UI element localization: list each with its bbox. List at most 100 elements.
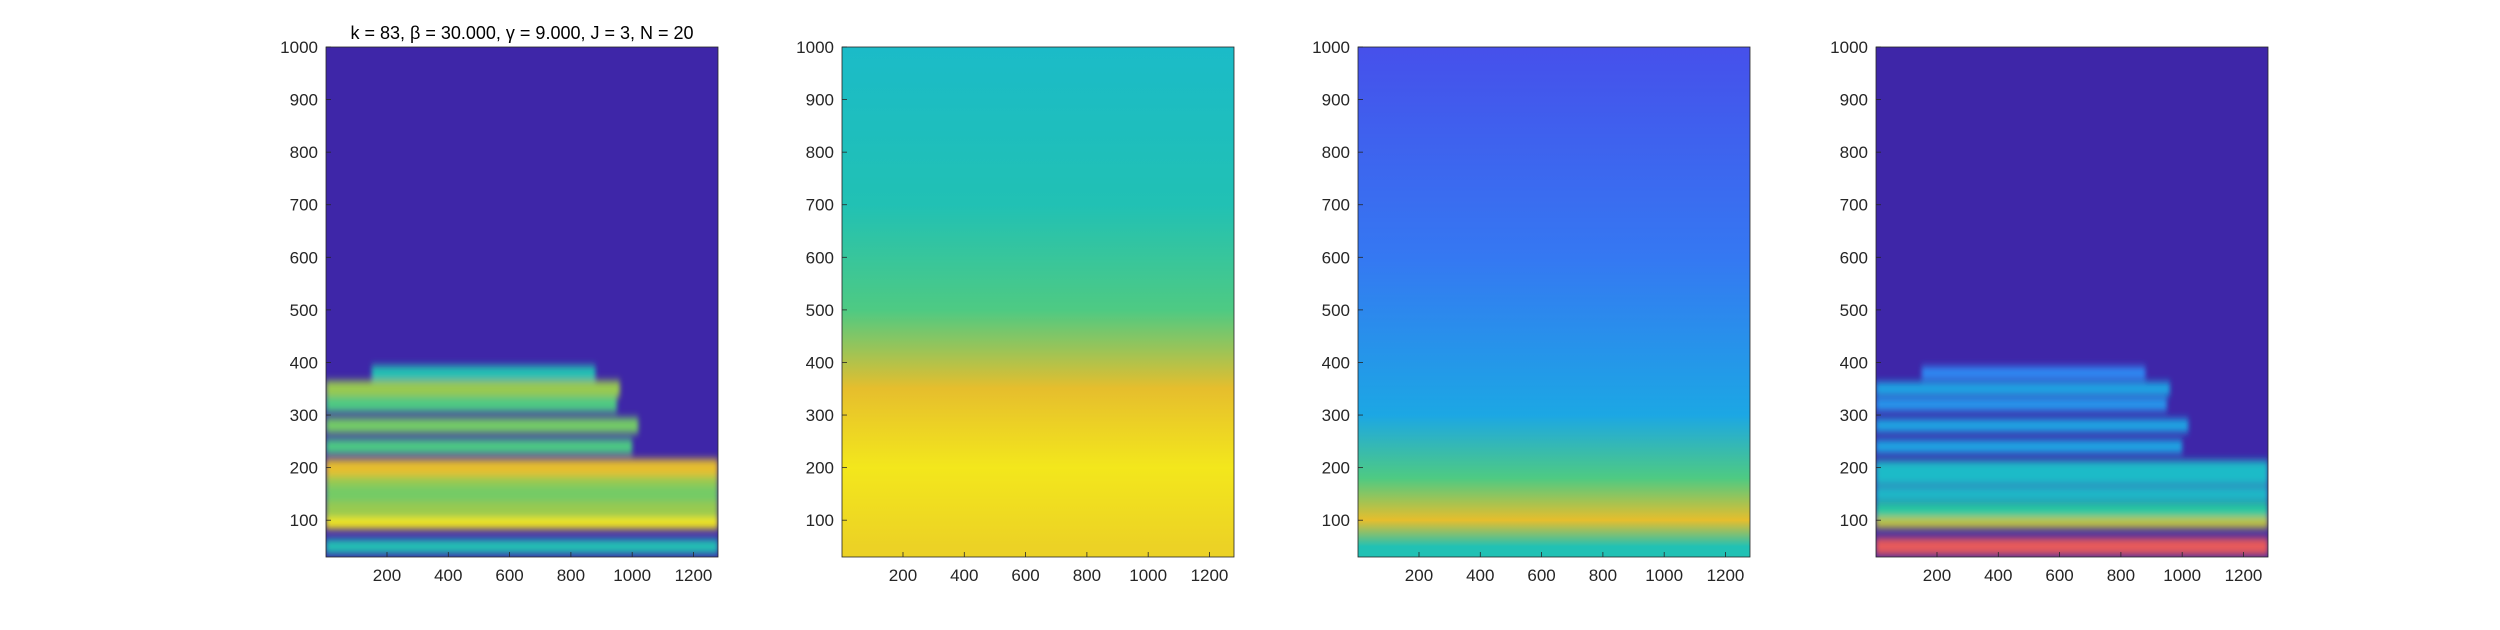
y-tick-label: 400: [806, 353, 834, 372]
y-tick-label: 600: [290, 248, 318, 267]
y-tick-label: 800: [806, 143, 834, 162]
panel-1: 100 200 300 400 500 600 700 800 900 1000 200 400 600…: [280, 23, 719, 585]
y-tick-label: 800: [1322, 143, 1350, 162]
y-tick-label: 200: [1840, 459, 1868, 478]
x-tick-label: 800: [557, 566, 585, 585]
x-tick-label: 1200: [675, 566, 713, 585]
x-tick-label: 600: [2045, 566, 2073, 585]
x-tick-label: 200: [1405, 566, 1433, 585]
y-tick-label: 600: [1840, 248, 1868, 267]
heatmap-band: [1876, 471, 2268, 486]
x-tick-label: 800: [1073, 566, 1101, 585]
heatmap-band: [1876, 537, 2268, 556]
y-tick-label: 300: [290, 406, 318, 425]
axes-box: [1875, 46, 2269, 558]
x-tick-label: 400: [1984, 566, 2012, 585]
y-tick-label: 500: [1840, 301, 1868, 320]
y-tick-label: 900: [806, 91, 834, 110]
y-tick-label: 400: [290, 353, 318, 372]
x-tick-label: 600: [1527, 566, 1555, 585]
x-tick-label: 200: [1923, 566, 1951, 585]
y-tick-label: 400: [1322, 353, 1350, 372]
x-tick-label: 600: [1011, 566, 1039, 585]
heatmap-band: [1876, 398, 2167, 411]
y-tick-label: 300: [1322, 406, 1350, 425]
x-tick-label: 1000: [1129, 566, 1167, 585]
heatmap-band: [371, 365, 596, 381]
y-tick-label: 900: [1322, 91, 1350, 110]
y-tick-label: 200: [806, 459, 834, 478]
heatmap-band: [1876, 418, 2189, 433]
x-tick-label: 800: [2107, 566, 2135, 585]
y-tick-label: 100: [1322, 511, 1350, 530]
heatmap-band: [326, 486, 718, 502]
x-tick-label: 600: [495, 566, 523, 585]
heatmap-band: [1876, 502, 2268, 518]
x-tick-label: 1200: [2225, 566, 2263, 585]
heatmap-area: [1358, 47, 1750, 557]
y-tick-label: 700: [806, 196, 834, 215]
heatmap-band: [1876, 460, 2268, 475]
heatmap-band: [1876, 439, 2183, 454]
y-tick-label: 500: [806, 301, 834, 320]
y-tick-label: 1000: [1312, 38, 1350, 57]
x-tick-label: 1000: [2163, 566, 2201, 585]
x-tick-label: 400: [950, 566, 978, 585]
y-tick-label: 700: [1840, 196, 1868, 215]
y-tick-label: 700: [290, 196, 318, 215]
panel-2: 100 200 300 400 500 600 700 800 900 1000 200 400 600…: [796, 38, 1235, 585]
x-tick-label: 200: [889, 566, 917, 585]
x-tick-label: 1200: [1707, 566, 1745, 585]
y-tick-label: 500: [1322, 301, 1350, 320]
heatmap-band: [326, 417, 639, 434]
x-tick-label: 1200: [1191, 566, 1229, 585]
x-tick-label: 400: [1466, 566, 1494, 585]
y-tick-label: 100: [806, 511, 834, 530]
heatmap-band: [1876, 486, 2268, 501]
y-tick-label: 500: [290, 301, 318, 320]
y-tick-label: 1000: [280, 38, 318, 57]
chart-title: k = 83, β = 30.000, γ = 9.000, J = 3, N …: [350, 23, 693, 43]
heatmap-band: [326, 459, 718, 477]
axes-box: [841, 46, 1235, 558]
y-tick-label: 100: [290, 511, 318, 530]
heatmap-band: [326, 501, 718, 518]
y-tick-label: 900: [1840, 91, 1868, 110]
y-tick-label: 300: [1840, 406, 1868, 425]
heatmap-area: [1876, 47, 2268, 557]
x-tick-label: 200: [373, 566, 401, 585]
y-tick-label: 600: [806, 248, 834, 267]
heatmap-band: [326, 380, 620, 397]
panel-4: 100 200 300 400 500 600 700 800 900 1000 200 400 600…: [1830, 38, 2269, 585]
x-tick-label: 400: [434, 566, 462, 585]
y-tick-label: 600: [1322, 248, 1350, 267]
y-tick-label: 800: [290, 143, 318, 162]
y-tick-label: 200: [290, 459, 318, 478]
x-tick-label: 800: [1589, 566, 1617, 585]
y-tick-label: 800: [1840, 143, 1868, 162]
y-tick-label: 300: [806, 406, 834, 425]
heatmap-area: [842, 47, 1234, 557]
x-tick-label: 1000: [1645, 566, 1683, 585]
heatmap-band: [1876, 382, 2170, 396]
heatmap-band: [1921, 366, 2146, 380]
heatmap-band: [326, 438, 633, 455]
y-tick-label: 700: [1322, 196, 1350, 215]
heatmap-surface: [842, 47, 1234, 557]
x-tick-label: 1000: [613, 566, 651, 585]
axes-box: [1357, 46, 1751, 558]
heatmap-band: [326, 539, 718, 554]
y-tick-label: 200: [1322, 459, 1350, 478]
axes-box: [325, 46, 719, 558]
heatmap-area: [326, 47, 718, 557]
panel-3: 100 200 300 400 500 600 700 800 900 1000 200 400 600…: [1312, 38, 1751, 585]
heatmap-band: [326, 396, 617, 413]
heatmap-surface: [1358, 47, 1750, 557]
y-tick-label: 100: [1840, 511, 1868, 530]
y-tick-label: 400: [1840, 353, 1868, 372]
y-tick-label: 1000: [1830, 38, 1868, 57]
y-tick-label: 900: [290, 91, 318, 110]
y-tick-label: 1000: [796, 38, 834, 57]
